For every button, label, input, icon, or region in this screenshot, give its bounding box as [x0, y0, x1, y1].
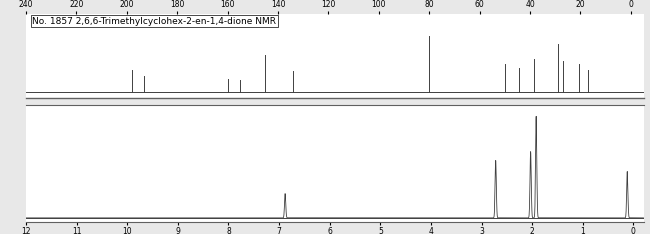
Text: No. 1857 2,6,6-Trimethylcyclohex-2-en-1,4-dione NMR: No. 1857 2,6,6-Trimethylcyclohex-2-en-1,… — [32, 17, 276, 26]
